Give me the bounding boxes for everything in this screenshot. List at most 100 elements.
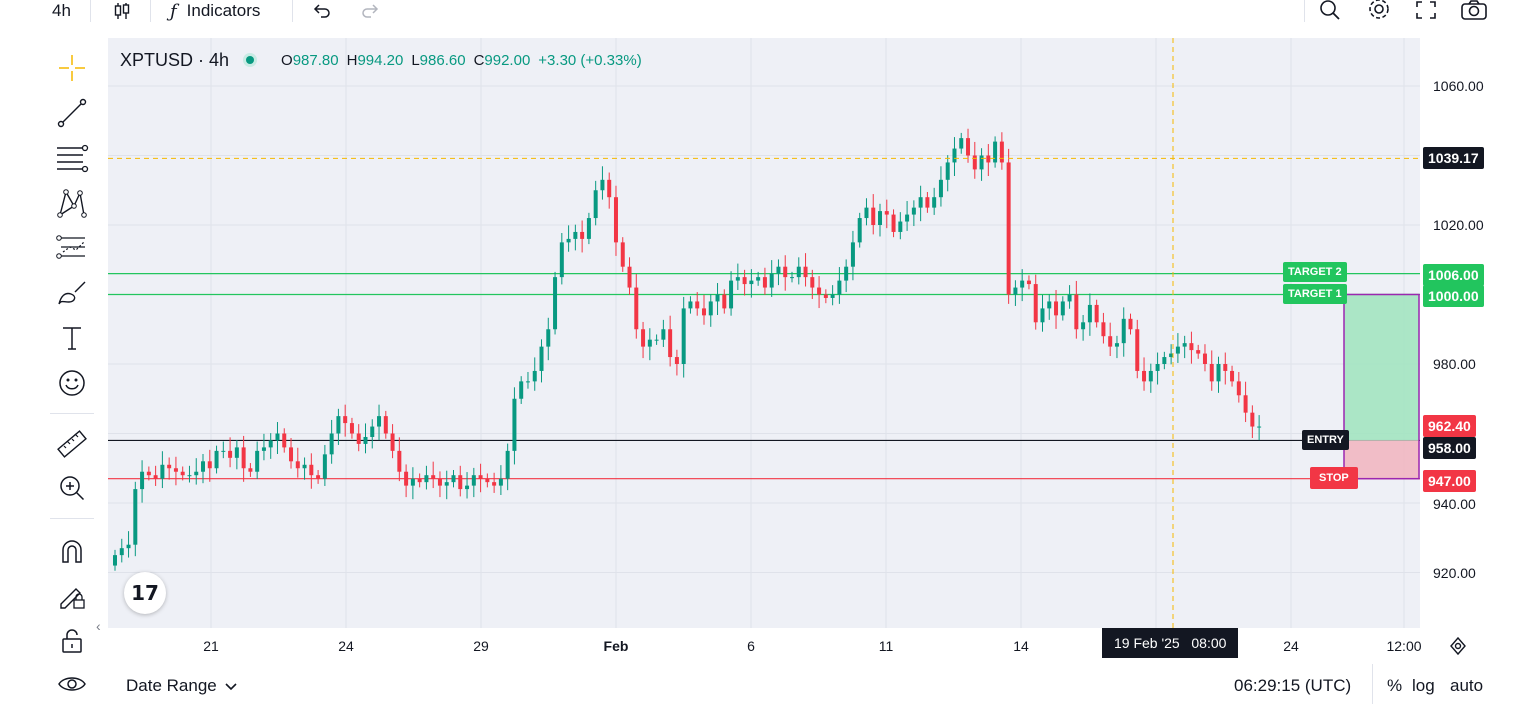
candle-body (282, 433, 287, 448)
candle-body (668, 329, 673, 358)
candle-body (261, 447, 266, 451)
candle-body (424, 475, 429, 483)
chart-grid (108, 38, 1420, 628)
open-label: O (281, 51, 293, 69)
entry-label[interactable]: ENTRY (1302, 430, 1349, 450)
price-tick: 980.00 (1433, 356, 1476, 372)
candle-body (525, 381, 530, 383)
low-label: L (411, 51, 420, 69)
undo-icon[interactable] (312, 0, 332, 22)
time-tick: 11 (878, 638, 894, 654)
candle-body (769, 273, 774, 288)
candle-body (1006, 162, 1011, 295)
candle-body (1060, 301, 1065, 316)
toolbar-divider (50, 413, 94, 414)
candle-body (289, 447, 294, 462)
candle-body (898, 221, 903, 232)
candle-body (268, 440, 273, 448)
fib-icon[interactable] (50, 140, 94, 176)
log-toggle[interactable]: log (1412, 676, 1435, 695)
candle-body (580, 231, 585, 239)
candle-body (932, 197, 937, 208)
camera-icon[interactable] (1460, 0, 1488, 22)
text-icon[interactable] (50, 320, 94, 356)
position-border (1343, 293, 1420, 480)
candle-body (1182, 343, 1187, 347)
candle-body (146, 471, 151, 476)
candle-body (796, 266, 801, 278)
crosshair-icon[interactable] (50, 50, 94, 86)
gear-icon[interactable] (1366, 0, 1392, 22)
candle-body (1135, 329, 1140, 371)
candlestick-chart[interactable] (108, 38, 1420, 628)
candle-body (1094, 304, 1099, 323)
magnet-icon[interactable] (50, 533, 94, 569)
percent-toggle[interactable]: % (1387, 676, 1403, 695)
candle-body (993, 141, 998, 163)
candle-body (1257, 426, 1262, 428)
tradingview-logo[interactable]: 17 (124, 572, 166, 614)
brush-icon[interactable] (50, 275, 94, 311)
candle-body (207, 461, 212, 469)
candle-body (295, 461, 300, 469)
toolbar-divider (292, 0, 293, 22)
top-toolbar: 4h ƒ Indicators (0, 0, 1532, 28)
emoji-icon[interactable] (50, 365, 94, 401)
candle-body (715, 294, 720, 302)
utc-clock[interactable]: 06:29:15 (UTC) (1234, 676, 1352, 695)
date-range-button[interactable]: Date Range (126, 676, 237, 696)
candle-body (1087, 304, 1092, 323)
price-axis[interactable] (1420, 38, 1532, 628)
candle-body (749, 280, 754, 285)
collapse-toolbar-icon[interactable]: ‹ (96, 618, 101, 634)
candle-body (167, 464, 172, 469)
interval-button[interactable]: 4h (52, 1, 71, 20)
trendline-icon[interactable] (50, 95, 94, 131)
drawing-toolbar (0, 28, 108, 712)
candle-body (255, 450, 260, 472)
auto-toggle[interactable]: auto (1450, 676, 1484, 695)
candle-body (688, 301, 693, 309)
candle-body (790, 277, 794, 279)
indicators-button[interactable]: ƒ Indicators (170, 0, 260, 22)
price-tick: 1020.00 (1433, 217, 1484, 233)
symbol-label[interactable]: XPTUSD · 4h (120, 49, 230, 70)
stop-label[interactable]: STOP (1310, 467, 1358, 489)
candle-body (113, 555, 117, 566)
candle-body (343, 416, 348, 424)
time-axis[interactable]: 21 24 29 Feb 6 11 14 24 12:00 19 Feb '25… (108, 628, 1466, 664)
eye-icon[interactable] (50, 666, 94, 702)
chart-settings-icon[interactable] (1448, 636, 1468, 661)
candle-body (573, 231, 578, 239)
lock-draw-icon[interactable] (50, 578, 94, 614)
search-icon[interactable] (1318, 0, 1342, 22)
ruler-icon[interactable] (50, 426, 94, 462)
lock-icon[interactable] (50, 623, 94, 659)
time-tick: 24 (1283, 638, 1299, 654)
time-tick: 6 (747, 638, 755, 654)
fullscreen-icon[interactable] (1414, 0, 1438, 22)
redo-icon[interactable] (360, 0, 380, 22)
candle-body (1216, 364, 1221, 382)
candle-body (140, 471, 145, 490)
candle-body (823, 294, 828, 298)
candles-icon[interactable] (112, 0, 132, 22)
forecast-icon[interactable] (50, 230, 94, 266)
pattern-icon[interactable] (50, 185, 94, 221)
candle-body (817, 287, 822, 295)
chart-legend: XPTUSD · 4h O 987.80 H 994.20 L 986.60 C… (120, 48, 650, 72)
profit-zone (1344, 294, 1419, 441)
candle-body (1155, 364, 1160, 371)
target1-label[interactable]: TARGET 1 (1283, 284, 1347, 304)
candle-body (938, 179, 943, 198)
zoom-in-icon[interactable] (50, 470, 94, 506)
candle-body (1230, 370, 1235, 382)
time-tick: 12:00 (1386, 638, 1422, 654)
chart-pane[interactable] (108, 38, 1420, 628)
candle-body (566, 238, 571, 243)
candle-body (850, 242, 855, 267)
candle-body (173, 468, 178, 472)
target2-label[interactable]: TARGET 2 (1283, 262, 1347, 282)
candle-body (539, 346, 544, 371)
candle-body (1128, 318, 1133, 330)
